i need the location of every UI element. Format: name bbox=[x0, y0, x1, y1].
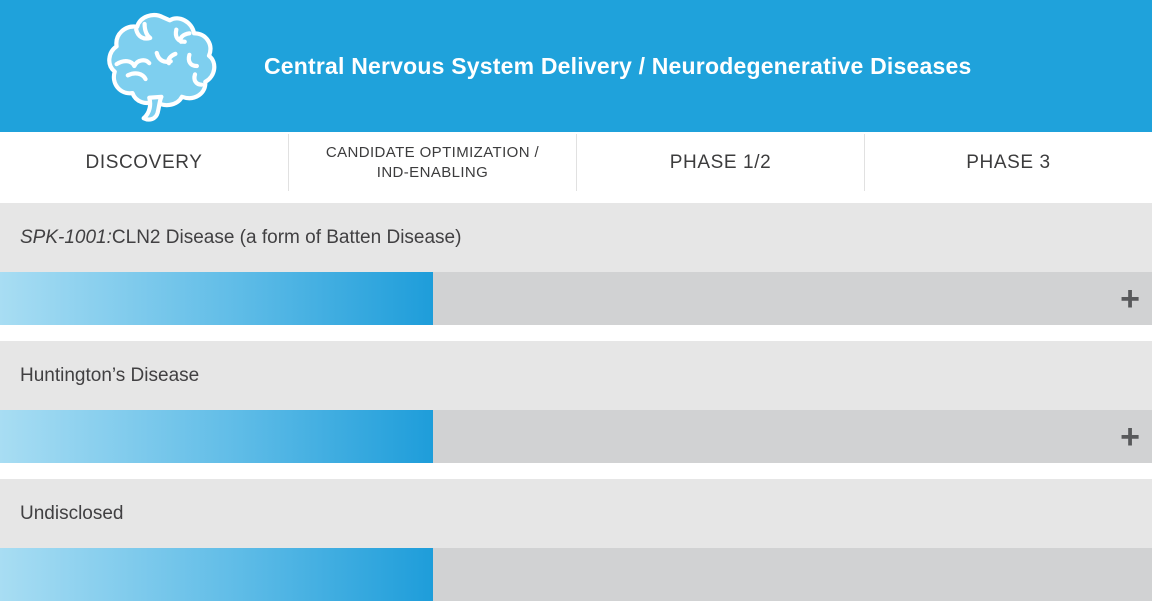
pipeline-programs: SPK-1001: CLN2 Disease (a form of Batten… bbox=[0, 203, 1152, 601]
phase-header-phase-1-2: PHASE 1/2 bbox=[576, 134, 864, 191]
progress-track: + bbox=[0, 410, 1152, 463]
program-row-spk-1001: SPK-1001: CLN2 Disease (a form of Batten… bbox=[0, 203, 1152, 325]
progress-bar bbox=[0, 548, 434, 601]
program-label: Huntington’s Disease bbox=[0, 341, 1152, 410]
program-name: CLN2 Disease (a form of Batten Disease) bbox=[111, 226, 462, 248]
expand-button[interactable]: + bbox=[1120, 279, 1140, 318]
program-label: SPK-1001: CLN2 Disease (a form of Batten… bbox=[0, 203, 1152, 272]
program-name: Undisclosed bbox=[20, 502, 124, 524]
progress-track bbox=[0, 548, 1152, 601]
phase-header-phase-3: PHASE 3 bbox=[864, 134, 1152, 191]
program-code: SPK-1001: bbox=[20, 226, 112, 248]
program-label: Undisclosed bbox=[0, 479, 1152, 548]
phase-header-row: DISCOVERY CANDIDATE OPTIMIZATION / IND-E… bbox=[0, 132, 1152, 193]
brain-icon bbox=[102, 10, 232, 122]
progress-bar bbox=[0, 410, 434, 463]
page-title: Central Nervous System Delivery / Neurod… bbox=[264, 52, 972, 79]
phase-header-candidate-optimization: CANDIDATE OPTIMIZATION / IND-ENABLING bbox=[288, 134, 576, 191]
expand-button[interactable]: + bbox=[1120, 417, 1140, 456]
progress-track: + bbox=[0, 272, 1152, 325]
program-name: Huntington’s Disease bbox=[20, 364, 200, 386]
phase-header-discovery: DISCOVERY bbox=[85, 151, 203, 173]
program-row-huntingtons: Huntington’s Disease + bbox=[0, 341, 1152, 463]
progress-bar bbox=[0, 272, 434, 325]
pipeline-header: Central Nervous System Delivery / Neurod… bbox=[0, 0, 1152, 132]
program-row-undisclosed: Undisclosed bbox=[0, 479, 1152, 601]
